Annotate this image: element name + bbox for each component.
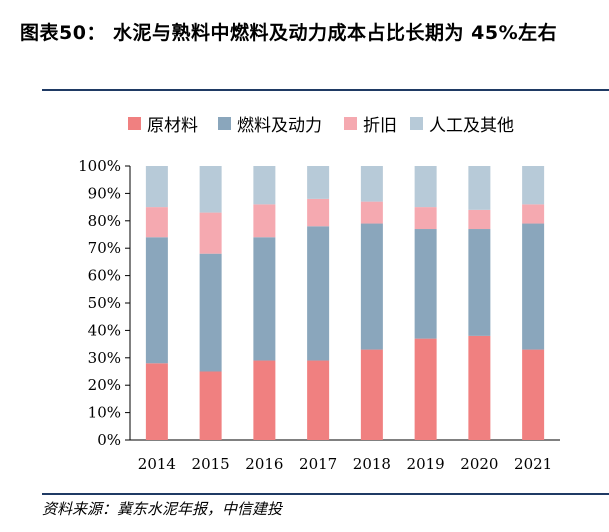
y-tick-label: 40% xyxy=(88,321,121,339)
legend-swatch xyxy=(218,117,231,130)
x-tick-label: 2018 xyxy=(353,455,391,473)
y-tick-label: 0% xyxy=(97,431,121,449)
bar-segment xyxy=(468,335,491,440)
bar-segment xyxy=(253,237,276,361)
bar-segment xyxy=(522,223,545,350)
y-tick-label: 30% xyxy=(88,349,121,367)
bar-segment xyxy=(414,207,437,230)
y-tick-label: 10% xyxy=(88,404,121,422)
legend-label: 人工及其他 xyxy=(429,116,514,136)
bar-segment xyxy=(360,201,383,224)
bar-segment xyxy=(199,253,222,372)
bar-segment xyxy=(468,229,491,336)
bar-segment xyxy=(414,338,437,440)
bar-segment xyxy=(522,166,545,205)
source-note: 资料来源：冀东水泥年报，中信建投 xyxy=(42,500,283,518)
bar-segment xyxy=(414,229,437,339)
legend-item: 燃料及动力 xyxy=(218,111,322,136)
legend-item: 折旧 xyxy=(344,111,397,136)
x-tick-label: 2014 xyxy=(138,455,176,473)
bar-segment xyxy=(522,349,545,440)
legend-swatch xyxy=(410,117,423,130)
y-tick-label: 60% xyxy=(88,267,121,285)
y-tick-label: 50% xyxy=(88,294,121,312)
bar-segment xyxy=(522,204,545,224)
bar-segment xyxy=(199,371,222,440)
bar-segment xyxy=(199,166,222,213)
bar-segment xyxy=(145,207,168,238)
x-tick-label: 2019 xyxy=(407,455,445,473)
legend-swatch xyxy=(128,117,141,130)
bar-segment xyxy=(360,166,383,202)
legend-label: 折旧 xyxy=(363,116,397,136)
x-tick-label: 2020 xyxy=(460,455,498,473)
legend-label: 原材料 xyxy=(147,116,198,136)
bar-segment xyxy=(307,166,330,199)
x-tick-label: 2017 xyxy=(299,455,337,473)
legend-label: 燃料及动力 xyxy=(237,116,322,136)
footer-rule xyxy=(42,493,609,495)
bar-segment xyxy=(307,226,330,361)
bar-segment xyxy=(468,166,491,210)
y-tick-label: 90% xyxy=(88,184,121,202)
y-tick-label: 100% xyxy=(78,157,121,175)
bar-segment xyxy=(145,363,168,440)
bar-segment xyxy=(253,204,276,238)
header-rule xyxy=(42,89,609,91)
bar-segment xyxy=(414,166,437,208)
y-tick-label: 80% xyxy=(88,212,121,230)
x-tick-label: 2016 xyxy=(245,455,283,473)
y-tick-label: 20% xyxy=(88,376,121,394)
bar-segment xyxy=(307,360,330,440)
bar-segment xyxy=(360,223,383,350)
legend-item: 原材料 xyxy=(128,111,198,136)
bar-segment xyxy=(145,237,168,364)
bar-segment xyxy=(360,349,383,440)
bar-segment xyxy=(199,212,222,254)
stacked-bar-chart: 0% 10% 20% 30% 40% 50% 60% 70% 80% 90% 100% 2014 201… xyxy=(78,157,560,473)
chart-title: 图表50： 水泥与熟料中燃料及动力成本占比长期为 45%左右 xyxy=(20,22,558,44)
legend-swatch xyxy=(344,117,357,130)
bar-segment xyxy=(253,360,276,440)
bar-segment xyxy=(307,198,330,227)
y-tick-label: 70% xyxy=(88,239,121,257)
bar-segment xyxy=(253,166,276,205)
chart-legend: 原材料 燃料及动力 折旧 人工及其他 xyxy=(0,111,609,137)
x-tick-label: 2021 xyxy=(514,455,552,473)
x-tick-label: 2015 xyxy=(192,455,230,473)
bar-segment xyxy=(145,166,168,208)
bar-segment xyxy=(468,209,491,230)
legend-item: 人工及其他 xyxy=(410,111,514,136)
